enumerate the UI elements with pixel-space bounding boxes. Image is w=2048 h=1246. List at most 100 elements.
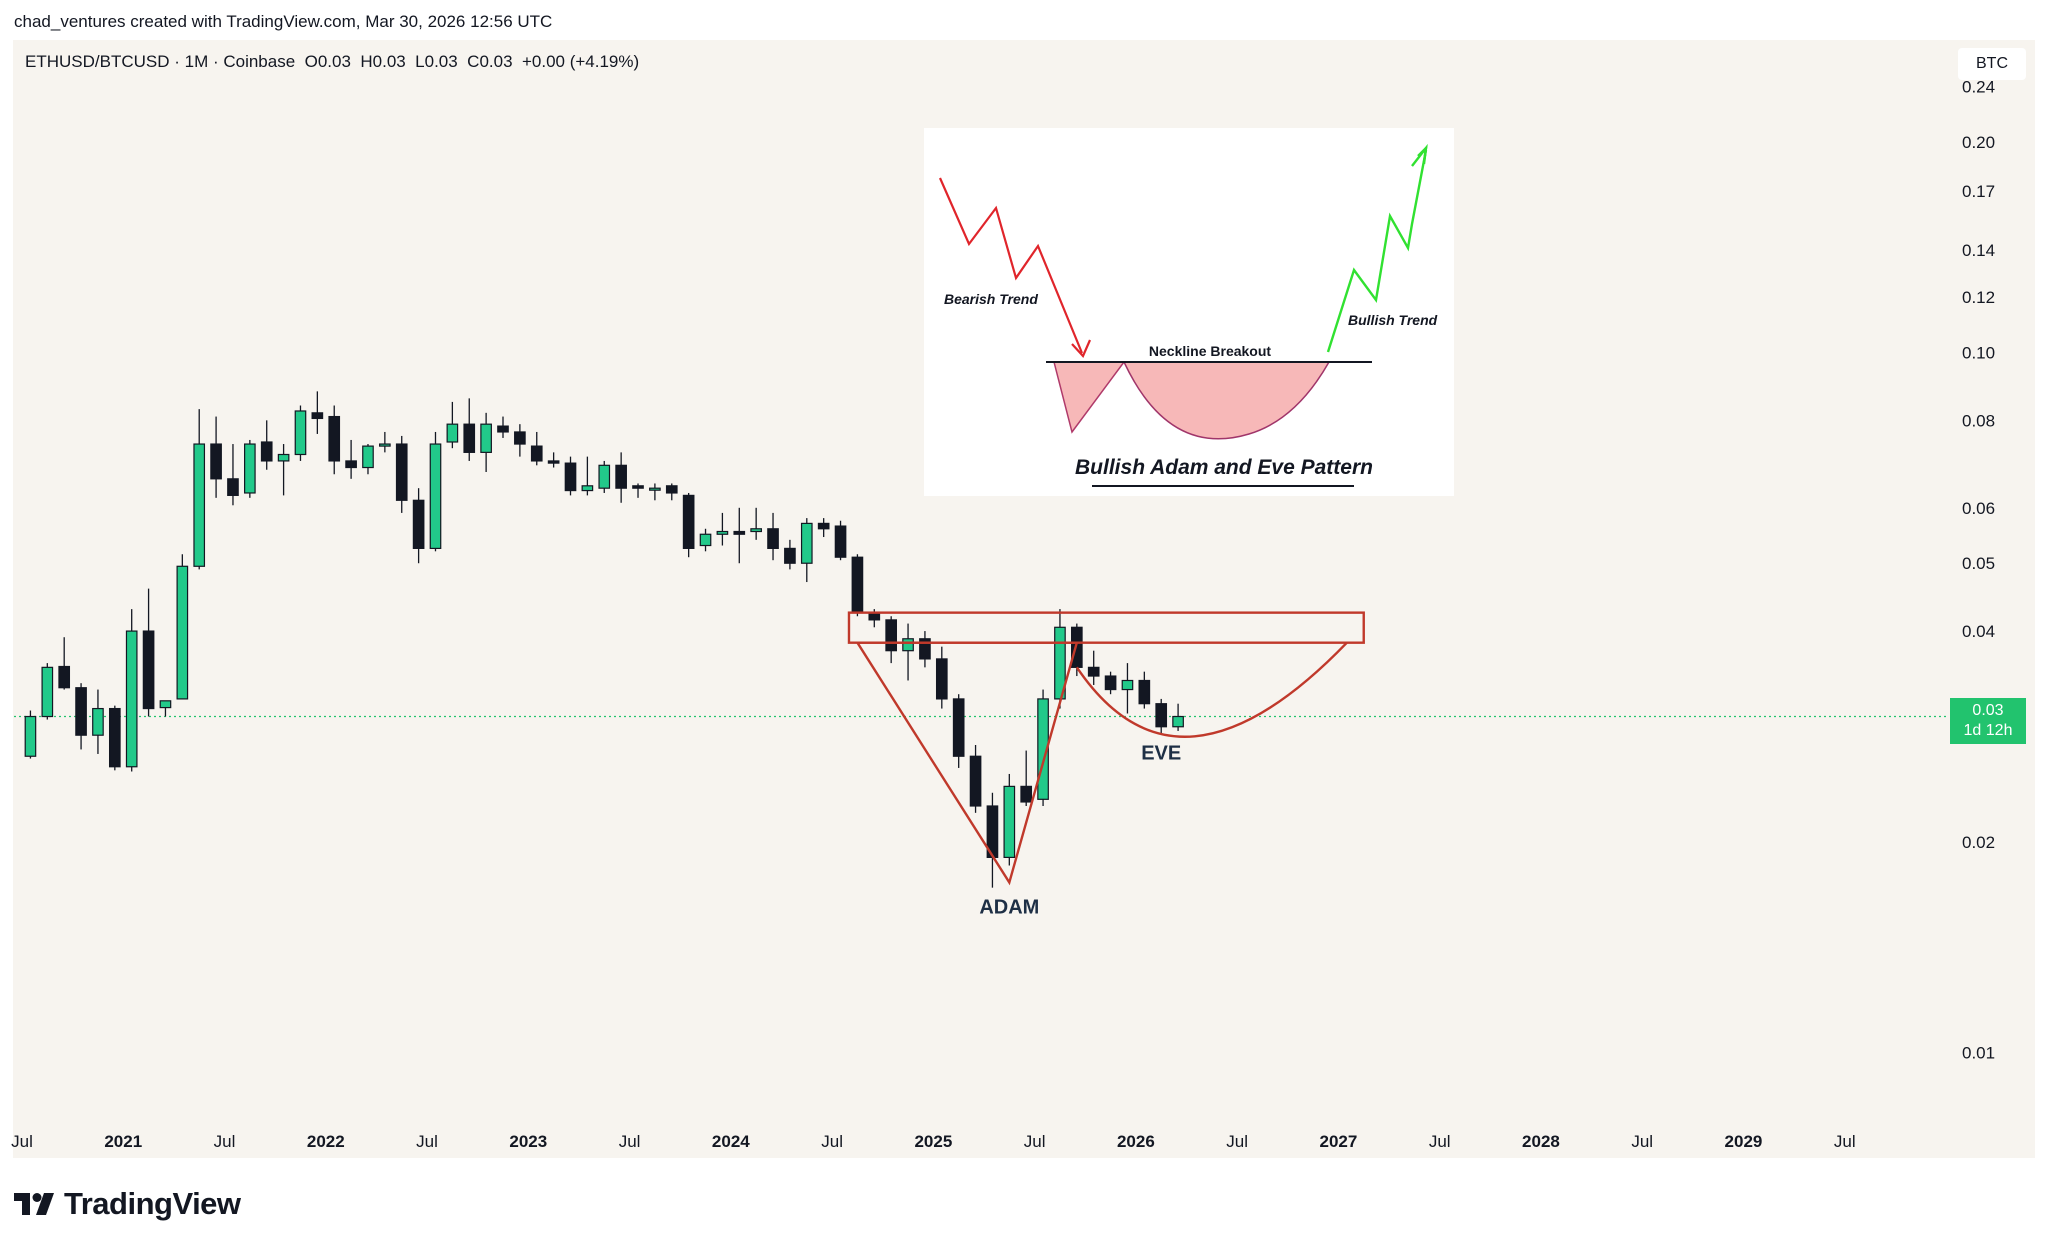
pattern-inset-card: Bearish Trend Bullish Trend Neckline Break… bbox=[924, 128, 1454, 496]
time-tick-label: 2022 bbox=[307, 1132, 345, 1151]
candle-body bbox=[277, 453, 290, 462]
candle-body bbox=[345, 460, 357, 469]
candle bbox=[817, 518, 830, 538]
candle bbox=[176, 554, 189, 700]
candle bbox=[935, 646, 948, 709]
time-tick-label: 2021 bbox=[104, 1132, 142, 1151]
candle bbox=[379, 431, 391, 453]
candle-body bbox=[919, 638, 931, 660]
currency-button[interactable]: BTC bbox=[1958, 48, 2026, 80]
candle-body bbox=[1104, 675, 1117, 691]
time-tick-label: Jul bbox=[1226, 1132, 1248, 1151]
candle-body bbox=[41, 666, 54, 718]
candle bbox=[1104, 671, 1117, 695]
candle-body bbox=[598, 464, 611, 489]
neckline-zone-box bbox=[847, 611, 1365, 644]
candle-body bbox=[142, 630, 155, 710]
candle bbox=[649, 483, 661, 501]
candle-body bbox=[429, 443, 442, 549]
price-tick-label: 0.06 bbox=[1962, 499, 1995, 518]
candle-body bbox=[750, 528, 762, 533]
candle-body bbox=[682, 494, 695, 549]
tradingview-logo[interactable]: TradingView bbox=[14, 1186, 241, 1222]
candle bbox=[902, 623, 914, 681]
candle bbox=[919, 631, 931, 668]
candle-body bbox=[733, 530, 746, 535]
inset-background bbox=[924, 128, 1454, 496]
candle-body bbox=[446, 423, 459, 443]
candle-body bbox=[1020, 785, 1033, 803]
candle-body bbox=[581, 485, 594, 492]
candle-body bbox=[935, 658, 948, 700]
candle-body bbox=[395, 443, 408, 501]
candle bbox=[1121, 663, 1134, 714]
candle-body bbox=[311, 412, 324, 420]
pattern-inset: Bearish Trend Bullish Trend Neckline Break… bbox=[924, 128, 1454, 496]
candle bbox=[210, 416, 222, 498]
price-tick-label: 0.24 bbox=[1962, 77, 1995, 96]
pattern-drawing-layer bbox=[847, 611, 1365, 886]
candle bbox=[716, 512, 729, 546]
candle bbox=[530, 431, 543, 466]
candle bbox=[986, 792, 999, 888]
candle bbox=[632, 483, 644, 498]
candle bbox=[108, 705, 121, 771]
candle-body bbox=[176, 565, 189, 700]
bar-countdown: 1d 12h bbox=[1963, 722, 2013, 739]
candle-body bbox=[244, 443, 256, 494]
candle bbox=[1172, 703, 1184, 731]
price-axis[interactable]: 0.24 0.20 0.17 0.14 0.12 0.10 0.08 0.06 0.05 0.04… bbox=[1962, 77, 1995, 1062]
candle bbox=[733, 507, 746, 564]
price-tick-label: 0.14 bbox=[1962, 241, 1995, 260]
candle bbox=[277, 444, 290, 496]
candle-body bbox=[800, 522, 813, 564]
price-tick-label: 0.20 bbox=[1962, 133, 1995, 152]
inset-title: Bullish Adam and Eve Pattern bbox=[1075, 456, 1373, 479]
candle bbox=[142, 588, 155, 717]
candle-body bbox=[902, 638, 914, 652]
candle bbox=[1003, 773, 1016, 866]
price-tick-label: 0.17 bbox=[1962, 182, 1995, 201]
price-tick-label: 0.05 bbox=[1962, 554, 1995, 573]
candle-body bbox=[851, 556, 864, 614]
tradingview-logo-text: TradingView bbox=[64, 1186, 241, 1221]
candle-body bbox=[1121, 679, 1134, 691]
time-tick-label: 2029 bbox=[1725, 1132, 1763, 1151]
candle-body bbox=[294, 410, 307, 456]
current-price-value: 0.03 bbox=[1972, 702, 2004, 719]
candle bbox=[463, 398, 476, 461]
inset-bullish-label: Bullish Trend bbox=[1348, 312, 1438, 328]
candle-body bbox=[834, 525, 847, 558]
candle bbox=[480, 412, 492, 472]
candle-body bbox=[125, 630, 138, 768]
candle-body bbox=[92, 707, 104, 736]
candle bbox=[598, 460, 611, 493]
candle bbox=[41, 663, 54, 720]
candle-body bbox=[328, 415, 341, 462]
time-tick-label: Jul bbox=[416, 1132, 438, 1151]
price-tick-label: 0.08 bbox=[1962, 411, 1995, 430]
candle-body bbox=[665, 485, 678, 494]
candle-body bbox=[969, 755, 982, 807]
candle bbox=[800, 518, 813, 583]
candle bbox=[193, 409, 206, 570]
candle bbox=[328, 405, 341, 475]
candle bbox=[699, 528, 712, 552]
time-axis[interactable]: Jul 2021 Jul 2022 Jul 2023 Jul 2024 Jul 2025 Jul 20… bbox=[11, 1132, 1855, 1151]
price-tick-label: 0.02 bbox=[1962, 833, 1995, 852]
candle bbox=[345, 439, 357, 479]
candle bbox=[429, 431, 442, 552]
candle bbox=[395, 435, 408, 513]
candle-body bbox=[75, 687, 87, 736]
symbol-legend[interactable]: ETHUSD/BTCUSD · 1M · Coinbase O0.03 H0.0… bbox=[25, 52, 640, 71]
time-tick-label: 2026 bbox=[1117, 1132, 1155, 1151]
candle bbox=[159, 700, 172, 717]
price-tick-label: 0.01 bbox=[1962, 1044, 1995, 1063]
candle-body bbox=[24, 715, 37, 757]
candle bbox=[885, 616, 898, 664]
candle-body bbox=[58, 665, 71, 689]
time-tick-label: 2027 bbox=[1320, 1132, 1358, 1151]
candle-body bbox=[1070, 626, 1083, 668]
candle-body bbox=[108, 707, 121, 768]
